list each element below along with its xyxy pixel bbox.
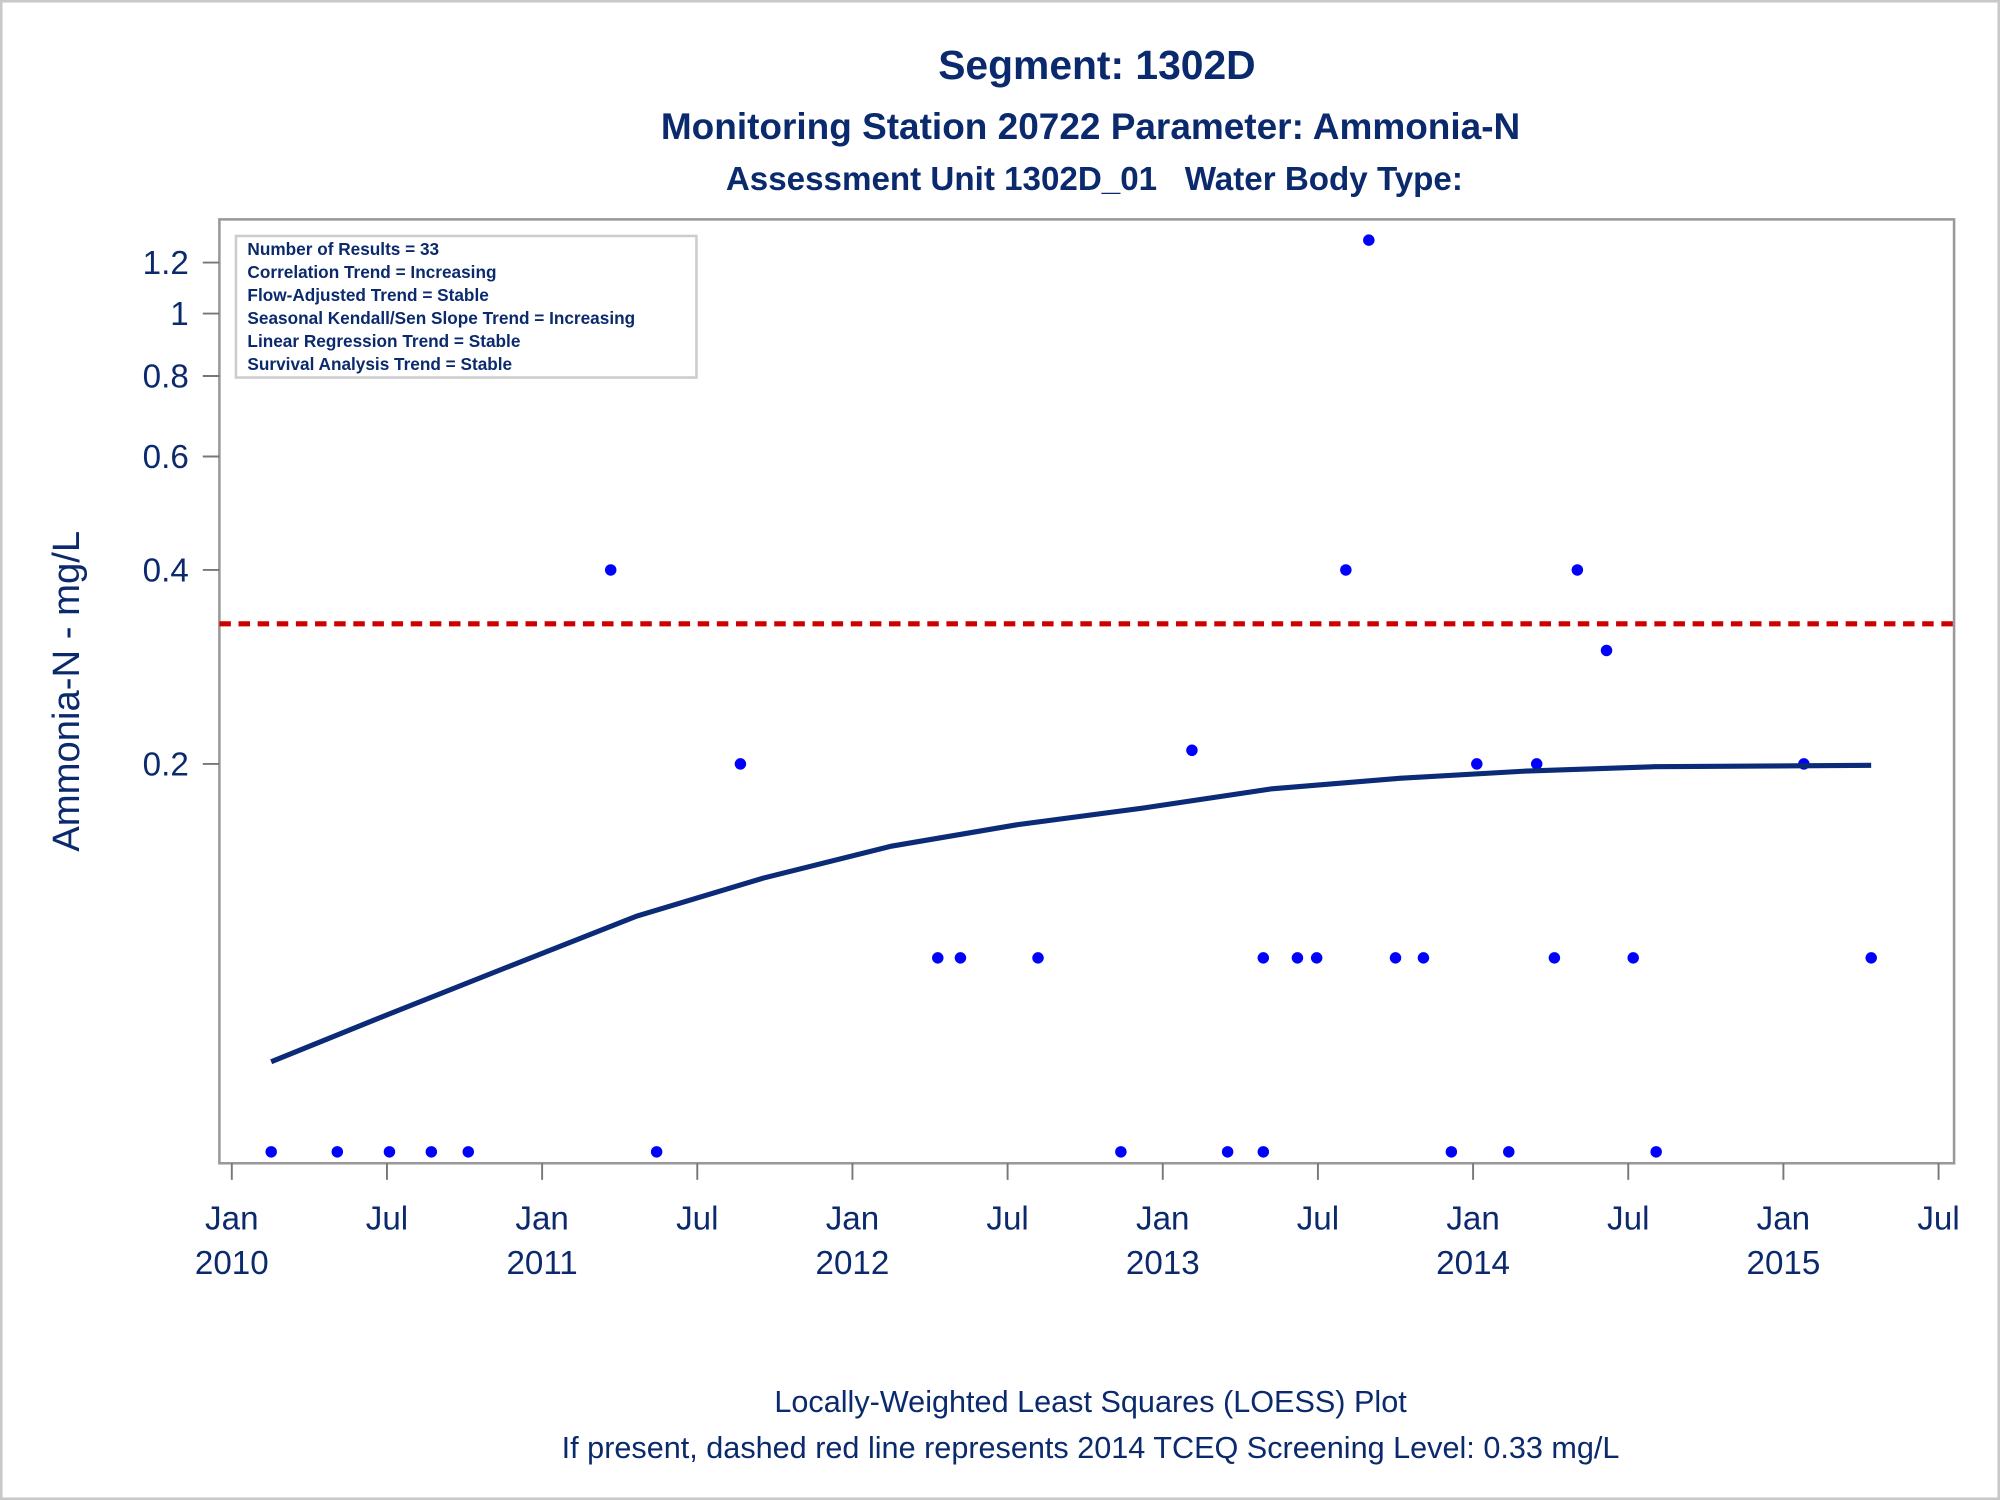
x-tick-label: Jan 2014 (1436, 1201, 1510, 1283)
chart-title: Segment: 1302D (938, 42, 1255, 88)
data-point (1032, 952, 1044, 964)
data-point (932, 952, 944, 964)
data-point (1600, 644, 1613, 657)
stats-line: Flow-Adjusted Trend = Stable (247, 285, 488, 305)
data-point (462, 1146, 475, 1158)
data-point (954, 952, 967, 964)
x-tick-label: Jul (986, 1201, 1028, 1238)
stats-line: Number of Results = 33 (247, 239, 439, 259)
data-point (1417, 952, 1430, 964)
plot-area (219, 234, 1955, 1158)
y-tick-label: 0.4 (143, 552, 189, 589)
data-point (604, 564, 617, 576)
data-point (734, 758, 747, 770)
data-point (1548, 952, 1561, 964)
data-point (1650, 1146, 1662, 1158)
data-point (1257, 1146, 1270, 1158)
stats-line: Survival Analysis Trend = Stable (247, 354, 512, 374)
data-point (1571, 564, 1584, 576)
stats-line: Linear Regression Trend = Stable (247, 331, 520, 351)
x-tick-label: Jul (1297, 1201, 1339, 1238)
data-point (1363, 234, 1375, 246)
x-tick-label: Jan 2012 (816, 1201, 890, 1283)
stats-box (234, 234, 698, 379)
x-tick-label: Jul (676, 1201, 718, 1238)
y-tick-label: 1 (170, 296, 188, 333)
data-point (650, 1146, 663, 1158)
data-point (1627, 952, 1639, 964)
data-point (331, 1146, 344, 1158)
stats-line: Seasonal Kendall/Sen Slope Trend = Incre… (247, 308, 635, 328)
x-tick-label: Jan 2011 (506, 1201, 577, 1283)
data-point (1221, 1146, 1234, 1158)
x-tick-label: Jul (1917, 1201, 1959, 1238)
data-point (1471, 758, 1483, 770)
y-tick-label: 0.2 (143, 746, 189, 783)
y-axis-label: Ammonia-N - mg/L (45, 531, 88, 852)
data-point (1865, 952, 1877, 964)
data-point (1310, 952, 1323, 964)
stats-line: Correlation Trend = Increasing (247, 262, 496, 282)
data-point (1186, 744, 1198, 757)
data-point (1530, 758, 1543, 770)
x-tick-label: Jan 2015 (1747, 1201, 1821, 1283)
data-point (383, 1146, 396, 1158)
y-tick-label: 1.2 (143, 245, 189, 282)
stats-text: Number of Results = 33 Correlation Trend … (247, 239, 635, 374)
data-point (425, 1146, 438, 1158)
data-point (1503, 1146, 1515, 1158)
loess-line (270, 762, 1872, 1065)
data-point (1445, 1146, 1458, 1158)
x-tick-label: Jul (366, 1201, 408, 1238)
data-point (1291, 952, 1304, 964)
data-point (265, 1146, 277, 1158)
footnote: Locally-Weighted Least Squares (LOESS) P… (774, 1385, 1407, 1419)
data-point (1115, 1146, 1127, 1158)
chart-subtitle: Assessment Unit 1302D_01 Water Body Type… (726, 161, 1463, 198)
plot-frame (218, 218, 1956, 1165)
footnote: If present, dashed red line represents 2… (562, 1431, 1620, 1465)
x-tick-label: Jan 2013 (1126, 1201, 1200, 1283)
x-tick-label: Jan 2010 (195, 1201, 269, 1283)
data-point (1340, 564, 1352, 576)
chart-subtitle: Monitoring Station 20722 Parameter: Ammo… (661, 106, 1520, 147)
y-tick-label: 0.8 (143, 358, 189, 395)
data-point (1389, 952, 1402, 964)
y-tick-label: 0.6 (143, 439, 189, 476)
x-tick-label: Jul (1607, 1201, 1649, 1238)
data-point (1257, 952, 1270, 964)
